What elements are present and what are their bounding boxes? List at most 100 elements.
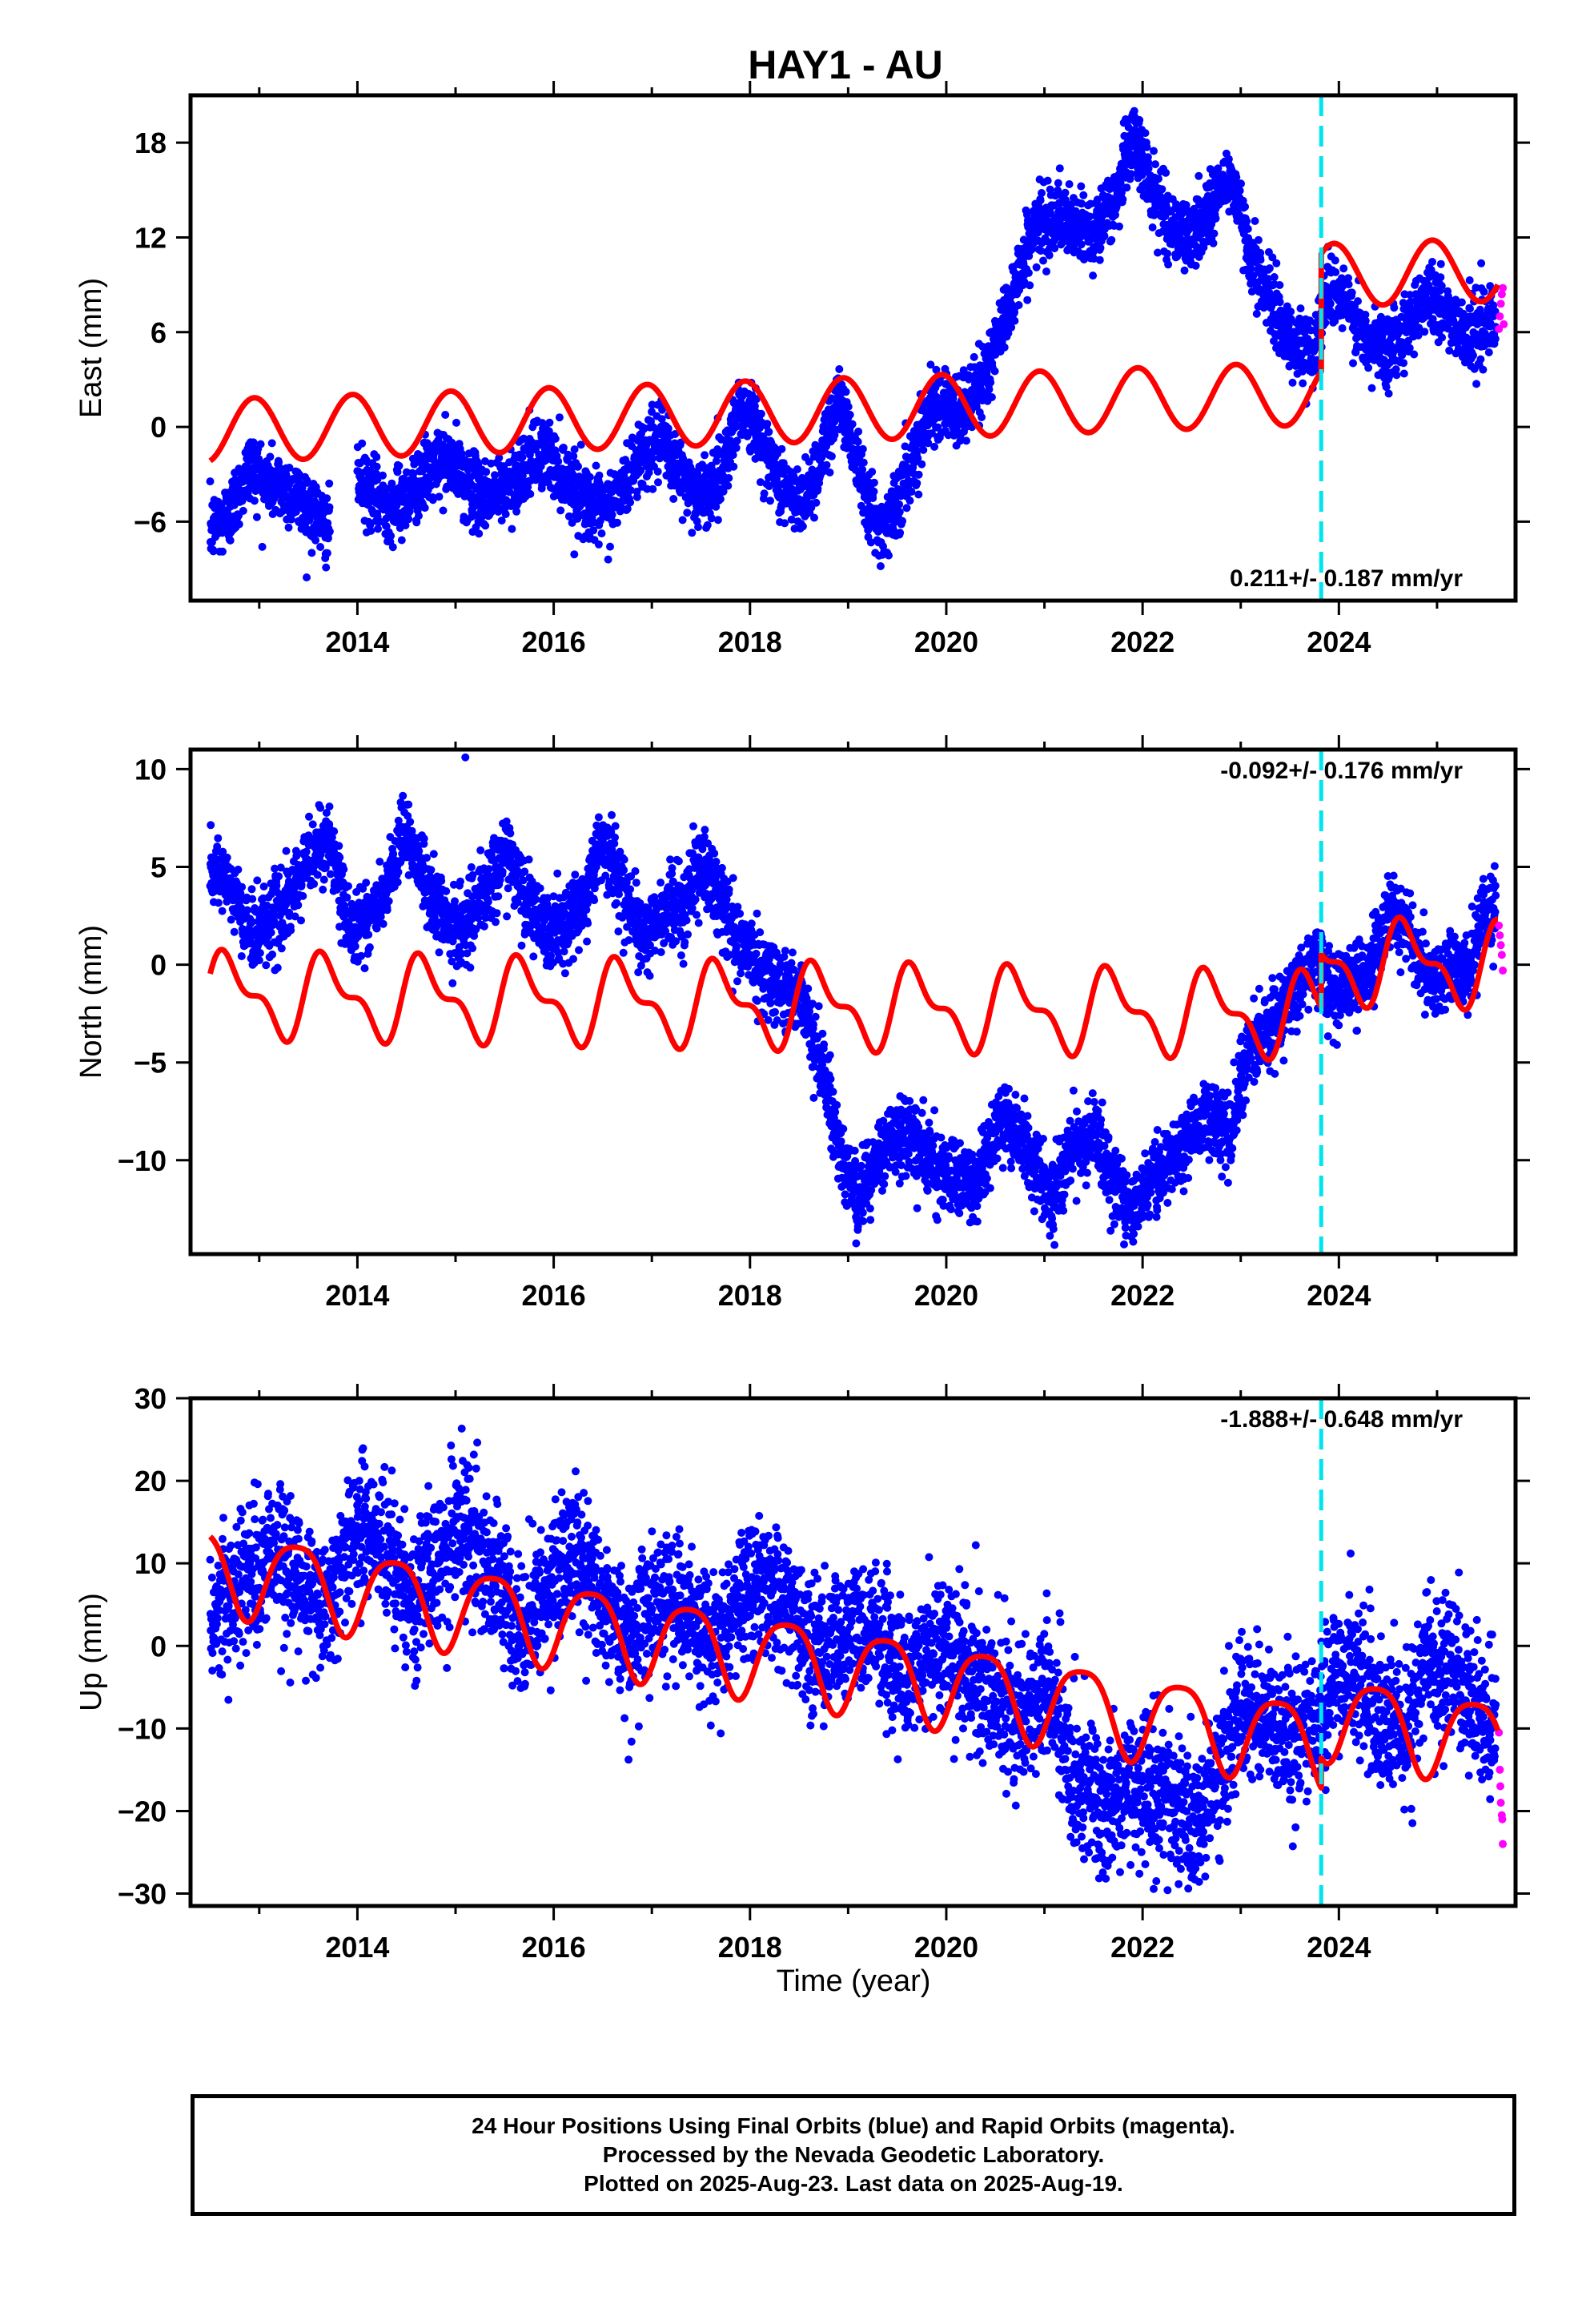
final-orbit-point — [1130, 107, 1138, 115]
final-orbit-point — [372, 452, 381, 461]
final-orbit-point — [281, 491, 290, 500]
final-orbit-point — [1406, 291, 1415, 300]
final-orbit-point — [798, 522, 807, 531]
x-tick-label: 2022 — [1110, 625, 1174, 658]
final-orbit-point — [669, 495, 678, 503]
final-orbit-point — [595, 471, 604, 480]
final-orbit-point — [1361, 316, 1370, 325]
final-orbit-point — [441, 411, 450, 419]
final-orbit-point — [1476, 305, 1484, 314]
final-orbit-point — [805, 457, 813, 466]
final-orbit-point — [1089, 271, 1098, 280]
final-orbit-point — [626, 498, 635, 507]
final-orbit-point — [1420, 328, 1429, 336]
final-orbit-point — [1079, 191, 1088, 199]
final-orbit-point — [1163, 249, 1172, 258]
final-orbit-point — [1249, 271, 1258, 280]
final-orbit-point — [409, 469, 418, 478]
final-orbit-point — [745, 406, 753, 415]
final-orbit-point — [525, 450, 534, 459]
final-orbit-point — [1382, 383, 1391, 392]
final-orbit-point — [325, 479, 334, 488]
final-orbit-point — [505, 488, 514, 497]
final-orbit-point — [397, 536, 406, 545]
final-orbit-point — [585, 472, 594, 481]
final-orbit-point — [1326, 300, 1335, 308]
final-orbit-point — [1349, 359, 1357, 368]
x-tick-label: 2020 — [914, 625, 978, 658]
final-orbit-point — [683, 509, 692, 517]
final-orbit-point — [822, 460, 831, 469]
final-orbit-point — [978, 413, 986, 421]
final-orbit-point — [986, 378, 995, 387]
final-orbit-point — [1118, 188, 1126, 197]
final-orbit-point — [589, 526, 598, 535]
final-orbit-point — [1096, 243, 1105, 252]
final-orbit-point — [247, 885, 256, 894]
final-orbit-point — [1465, 276, 1474, 284]
final-orbit-point — [305, 516, 314, 525]
final-orbit-point — [845, 410, 854, 419]
final-orbit-point — [1364, 364, 1373, 372]
final-orbit-point — [604, 555, 612, 564]
final-orbit-point — [1237, 179, 1245, 188]
final-orbit-point — [387, 479, 396, 488]
final-orbit-point — [664, 424, 673, 433]
final-orbit-point — [234, 865, 243, 874]
final-orbit-point — [928, 429, 936, 438]
final-orbit-point — [508, 525, 516, 533]
final-orbit-point — [708, 465, 717, 474]
y-tick-label: 12 — [135, 221, 167, 254]
final-orbit-point — [914, 490, 923, 499]
final-orbit-point — [214, 834, 223, 842]
final-orbit-point — [1385, 328, 1394, 336]
final-orbit-point — [358, 439, 367, 448]
final-orbit-point — [1457, 298, 1466, 307]
final-orbit-point — [226, 536, 235, 545]
final-orbit-point — [273, 963, 282, 972]
final-orbit-point — [653, 467, 662, 476]
final-orbit-point — [1331, 267, 1340, 276]
final-orbit-point — [1247, 264, 1255, 273]
final-orbit-point — [311, 536, 320, 545]
final-orbit-point — [787, 515, 796, 524]
final-orbit-point — [1144, 164, 1153, 173]
final-orbit-point — [256, 440, 265, 448]
final-orbit-point — [325, 527, 334, 536]
final-orbit-point — [1445, 346, 1454, 355]
final-orbit-point — [322, 563, 331, 572]
final-orbit-point — [810, 513, 818, 522]
final-orbit-point — [272, 881, 281, 890]
final-orbit-point — [267, 439, 276, 448]
rapid-orbit-point — [1497, 290, 1506, 299]
final-orbit-point — [869, 478, 878, 487]
final-orbit-point — [307, 549, 316, 557]
final-orbit-point — [518, 452, 527, 461]
final-orbit-point — [439, 506, 448, 515]
final-orbit-point — [766, 497, 774, 505]
final-orbit-point — [526, 489, 535, 498]
final-orbit-point — [765, 428, 773, 436]
final-orbit-point — [1214, 164, 1223, 173]
final-orbit-point — [756, 478, 765, 487]
final-orbit-point — [1405, 344, 1414, 352]
final-orbit-point — [475, 529, 484, 538]
final-orbit-point — [733, 436, 741, 445]
final-orbit-point — [1300, 328, 1309, 337]
final-orbit-point — [1384, 389, 1393, 398]
final-orbit-point — [777, 444, 786, 453]
final-orbit-point — [457, 449, 466, 458]
final-orbit-point — [895, 508, 904, 517]
east-model-fit-line — [208, 237, 1500, 464]
final-orbit-point — [1126, 170, 1135, 179]
final-orbit-point — [934, 423, 942, 432]
final-orbit-point — [412, 518, 421, 527]
final-orbit-point — [1287, 308, 1295, 316]
final-orbit-point — [1150, 147, 1158, 155]
final-orbit-point — [781, 519, 789, 528]
final-orbit-point — [524, 483, 532, 492]
final-orbit-point — [452, 418, 460, 427]
final-orbit-point — [501, 510, 510, 518]
